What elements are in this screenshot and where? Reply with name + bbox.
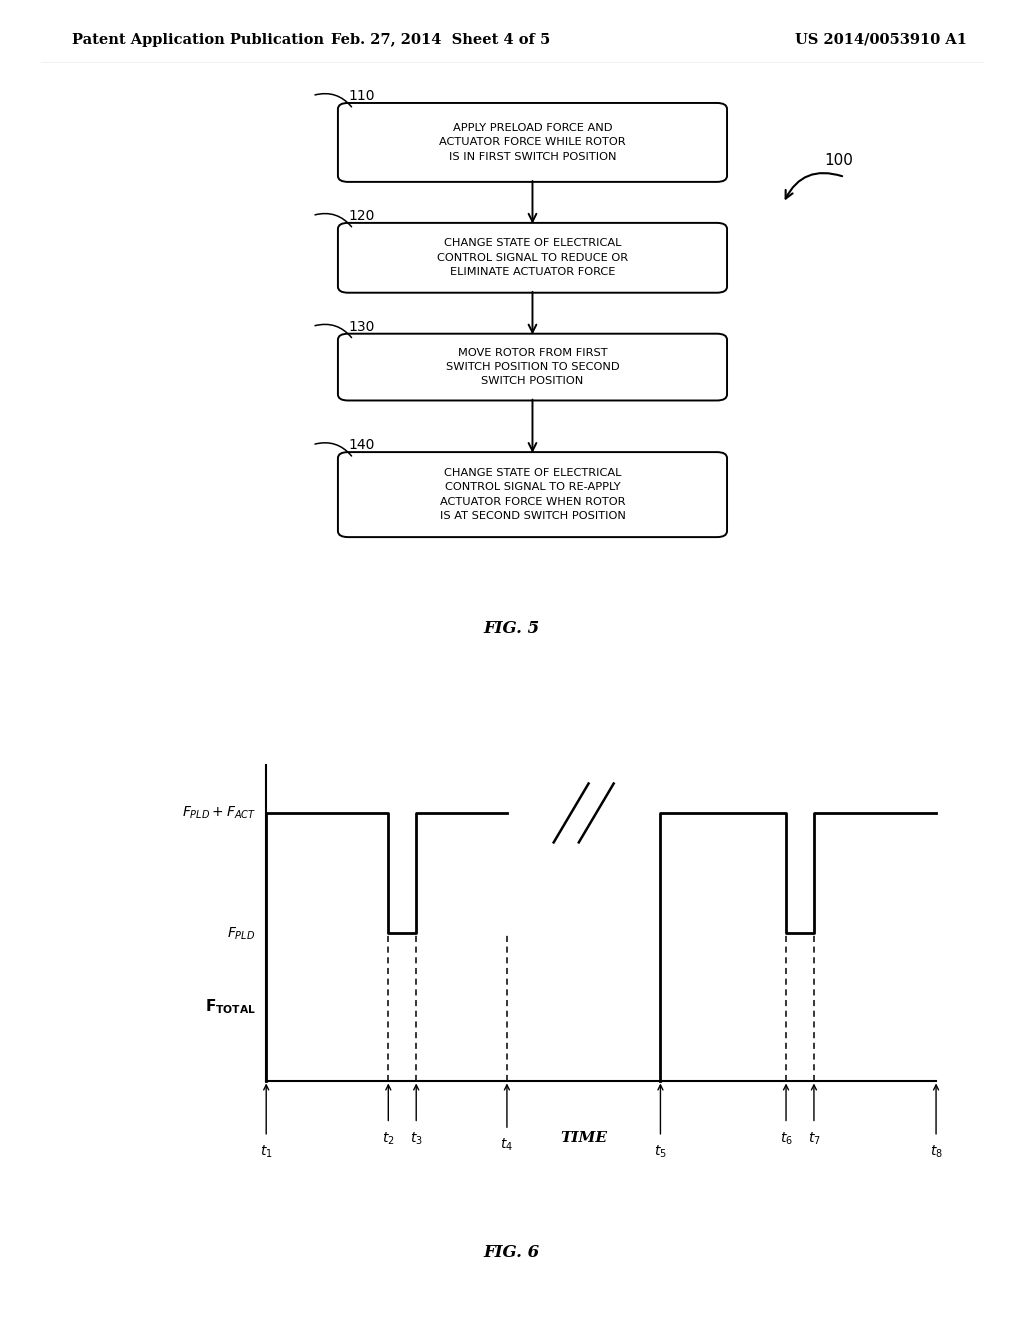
Text: APPLY PRELOAD FORCE AND
ACTUATOR FORCE WHILE ROTOR
IS IN FIRST SWITCH POSITION: APPLY PRELOAD FORCE AND ACTUATOR FORCE W… xyxy=(439,123,626,162)
Text: FIG. 6: FIG. 6 xyxy=(484,1245,540,1261)
Text: Feb. 27, 2014  Sheet 4 of 5: Feb. 27, 2014 Sheet 4 of 5 xyxy=(331,33,550,46)
Text: $t_5$: $t_5$ xyxy=(654,1143,667,1160)
FancyBboxPatch shape xyxy=(338,451,727,537)
Text: 110: 110 xyxy=(348,88,375,103)
Text: 130: 130 xyxy=(348,319,375,334)
Text: $t_6$: $t_6$ xyxy=(779,1130,793,1147)
Text: $F_{PLD}$: $F_{PLD}$ xyxy=(227,925,256,941)
Text: CHANGE STATE OF ELECTRICAL
CONTROL SIGNAL TO REDUCE OR
ELIMINATE ACTUATOR FORCE: CHANGE STATE OF ELECTRICAL CONTROL SIGNA… xyxy=(437,239,628,277)
Text: $t_7$: $t_7$ xyxy=(808,1130,820,1147)
Text: US 2014/0053910 A1: US 2014/0053910 A1 xyxy=(795,33,967,46)
Text: $t_3$: $t_3$ xyxy=(410,1130,423,1147)
Text: TIME: TIME xyxy=(560,1131,607,1146)
Text: $t_1$: $t_1$ xyxy=(260,1143,272,1160)
FancyBboxPatch shape xyxy=(338,223,727,293)
Text: 140: 140 xyxy=(348,438,375,451)
FancyBboxPatch shape xyxy=(338,334,727,400)
Text: $t_2$: $t_2$ xyxy=(382,1130,394,1147)
Text: FIG. 5: FIG. 5 xyxy=(484,619,540,636)
Text: Patent Application Publication: Patent Application Publication xyxy=(72,33,324,46)
FancyBboxPatch shape xyxy=(338,103,727,182)
Text: CHANGE STATE OF ELECTRICAL
CONTROL SIGNAL TO RE-APPLY
ACTUATOR FORCE WHEN ROTOR
: CHANGE STATE OF ELECTRICAL CONTROL SIGNA… xyxy=(439,469,626,521)
Text: $F_{PLD} + F_{ACT}$: $F_{PLD} + F_{ACT}$ xyxy=(181,805,256,821)
Text: $\mathbf{F_{TOTAL}}$: $\mathbf{F_{TOTAL}}$ xyxy=(205,998,256,1016)
Text: 100: 100 xyxy=(824,153,853,168)
Text: $t_4$: $t_4$ xyxy=(501,1137,513,1154)
Text: $t_8$: $t_8$ xyxy=(930,1143,942,1160)
Text: MOVE ROTOR FROM FIRST
SWITCH POSITION TO SECOND
SWITCH POSITION: MOVE ROTOR FROM FIRST SWITCH POSITION TO… xyxy=(445,347,620,387)
Text: 120: 120 xyxy=(348,209,375,223)
